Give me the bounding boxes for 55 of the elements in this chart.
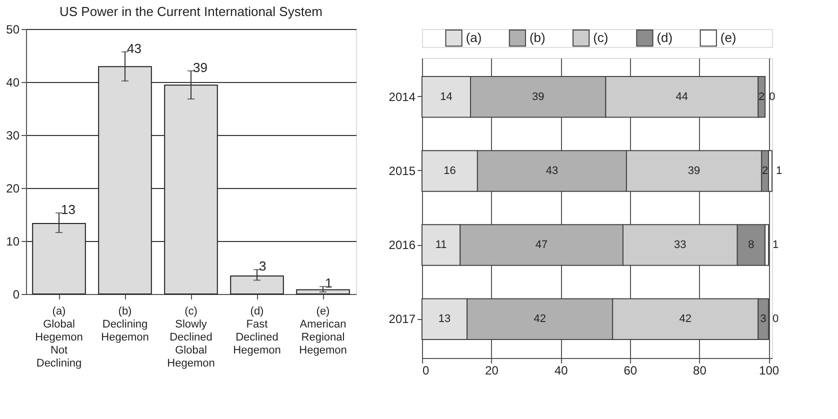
y-tick-label: 2016: [388, 238, 416, 252]
data-label: 44: [676, 90, 688, 103]
data-label: 3: [259, 258, 266, 274]
x-tick-label: (b) Declining Hegemon: [101, 306, 149, 344]
legend-label: (b): [529, 30, 546, 45]
chart-title: US Power in the Current International System: [59, 4, 323, 19]
x-tick-label: (d) Fast Declined Hegemon: [233, 306, 281, 356]
x-tick-label: 40: [554, 364, 568, 378]
data-label: 8: [748, 239, 754, 252]
data-label: 14: [440, 90, 452, 103]
data-label: 1: [772, 239, 779, 252]
y-tick-label: 40: [6, 76, 20, 90]
data-label: 42: [679, 313, 692, 326]
legend-label: (e): [720, 30, 736, 45]
data-label: 13: [61, 202, 76, 217]
x-tick-label: (c) Slowly Declined Global Hegemon: [167, 306, 215, 370]
data-label: 2: [762, 164, 768, 177]
data-label: 47: [535, 239, 548, 252]
legend-label: (d): [656, 30, 673, 45]
data-label: 43: [546, 164, 558, 177]
x-tick-label: (a) Global Hegemon Not Declining: [35, 306, 83, 370]
data-label: 42: [534, 313, 546, 326]
bar: [32, 223, 86, 294]
x-tick-label: (e) American Regional Hegemon: [299, 306, 347, 356]
data-label: 11: [435, 239, 447, 252]
data-label: 39: [688, 164, 700, 177]
data-label: 39: [532, 90, 544, 103]
data-label: 33: [674, 239, 686, 252]
x-tick-label: 100: [759, 364, 780, 378]
legend-label: (c): [593, 30, 608, 45]
bar: [296, 289, 350, 294]
bar: [230, 275, 284, 294]
data-label: 13: [438, 313, 451, 326]
data-label: 1: [776, 164, 782, 177]
y-tick-label: 2015: [388, 164, 416, 178]
y-tick-label: 50: [6, 22, 20, 36]
data-label: 16: [444, 164, 456, 177]
bar: [164, 84, 218, 294]
y-tick-label: 30: [6, 128, 20, 142]
y-tick-label: 0: [12, 288, 20, 302]
y-tick-label: 20: [6, 182, 20, 196]
data-label: 39: [193, 60, 208, 75]
y-tick-label: 2017: [388, 312, 416, 326]
legend-label: (a): [466, 30, 482, 45]
x-tick-label: 60: [624, 364, 638, 378]
x-tick-label: 20: [485, 364, 499, 378]
data-label: 1: [325, 276, 332, 291]
y-tick-label: 2014: [388, 90, 416, 104]
x-tick-label: 80: [693, 364, 707, 378]
bar: [98, 66, 152, 294]
x-tick-label: 0: [422, 364, 430, 378]
data-label: 2: [758, 90, 765, 103]
data-label: 3: [760, 313, 766, 326]
data-label: 43: [127, 40, 142, 56]
y-tick-label: 10: [6, 234, 20, 248]
